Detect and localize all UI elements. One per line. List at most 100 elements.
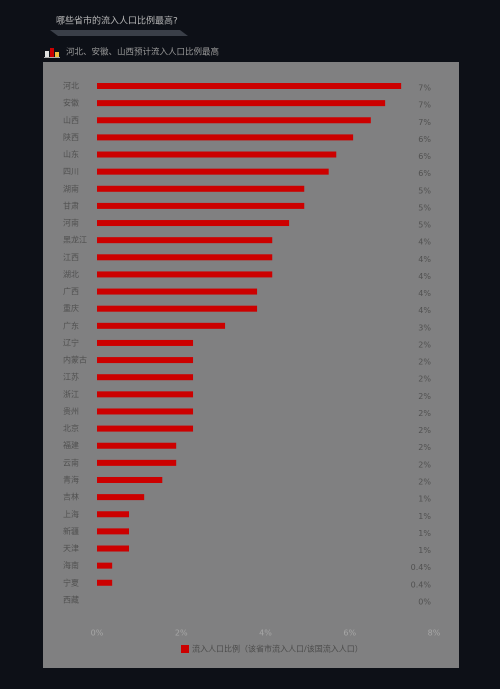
value-label: 1% xyxy=(418,529,431,538)
bar xyxy=(97,185,305,192)
value-label: 2% xyxy=(418,409,431,418)
x-tick-label: 0% xyxy=(91,629,104,638)
y-tick-label: 四川 xyxy=(63,167,79,176)
bar xyxy=(97,339,194,346)
bar xyxy=(97,357,194,364)
y-tick-label: 湖北 xyxy=(63,270,79,279)
bar xyxy=(97,254,273,261)
value-label: 2% xyxy=(418,375,431,384)
x-tick-label: 8% xyxy=(428,629,441,638)
y-tick-label: 西藏 xyxy=(63,594,79,604)
bar xyxy=(97,322,226,329)
bar xyxy=(97,83,402,89)
bar xyxy=(97,100,386,107)
value-label: 7% xyxy=(418,84,431,93)
value-label: 7% xyxy=(418,101,431,110)
y-tick-label: 山西 xyxy=(63,115,79,125)
y-tick-label: 海南 xyxy=(63,560,79,570)
y-tick-label: 青海 xyxy=(63,474,79,484)
bar xyxy=(97,151,337,158)
y-tick-label: 重庆 xyxy=(63,303,79,313)
value-label: 2% xyxy=(418,426,431,435)
bar xyxy=(97,494,145,501)
bar xyxy=(97,374,194,381)
value-label: 4% xyxy=(418,306,431,315)
y-tick-label: 新疆 xyxy=(63,526,79,536)
y-tick-label: 安徽 xyxy=(63,98,79,108)
value-label: 2% xyxy=(418,477,431,486)
value-label: 5% xyxy=(418,186,431,195)
bar xyxy=(97,305,258,312)
value-label: 0% xyxy=(418,597,431,606)
y-tick-label: 广东 xyxy=(63,320,79,330)
value-label: 5% xyxy=(418,221,431,230)
value-label: 7% xyxy=(418,118,431,127)
legend-swatch xyxy=(181,645,189,653)
title-decoration xyxy=(50,30,188,36)
y-tick-label: 贵州 xyxy=(63,406,79,416)
value-label: 6% xyxy=(418,169,431,178)
value-label: 2% xyxy=(418,358,431,367)
value-label: 1% xyxy=(418,546,431,555)
value-label: 0.4% xyxy=(411,563,432,572)
y-tick-label: 云南 xyxy=(63,457,79,467)
bar xyxy=(97,425,194,432)
plot-panel xyxy=(43,62,459,668)
y-tick-label: 宁夏 xyxy=(63,577,79,587)
value-label: 3% xyxy=(418,323,431,332)
value-label: 4% xyxy=(418,238,431,247)
y-tick-label: 内蒙古 xyxy=(63,355,87,365)
y-tick-label: 河南 xyxy=(63,218,79,228)
bar xyxy=(97,442,177,449)
bar xyxy=(97,579,113,586)
value-label: 1% xyxy=(418,512,431,521)
bar xyxy=(97,408,194,415)
subtitle-icon xyxy=(44,48,60,58)
bar xyxy=(97,202,305,209)
chart-subtitle: 河北、安徽、山西预计流入人口比例最高 xyxy=(66,47,219,58)
x-tick-label: 2% xyxy=(175,629,188,638)
bar xyxy=(97,545,130,552)
legend-label: 流入人口比例（该省市流入人口/该国流入人口） xyxy=(192,644,363,654)
x-tick-label: 4% xyxy=(259,629,272,638)
y-tick-label: 江西 xyxy=(63,253,79,262)
y-tick-label: 黑龙江 xyxy=(63,235,87,245)
y-tick-label: 甘肃 xyxy=(63,200,79,210)
bar xyxy=(97,271,273,278)
y-tick-label: 江苏 xyxy=(63,372,79,382)
value-label: 1% xyxy=(418,495,431,504)
bar xyxy=(97,476,163,483)
chart-title: 哪些省市的流入人口比例最高? xyxy=(56,15,178,27)
bar xyxy=(97,220,290,227)
bar xyxy=(97,528,130,535)
value-label: 2% xyxy=(418,460,431,469)
y-tick-label: 福建 xyxy=(63,440,79,450)
value-label: 2% xyxy=(418,443,431,452)
bar xyxy=(97,459,177,466)
bar xyxy=(97,562,113,569)
y-tick-label: 广西 xyxy=(63,286,79,296)
y-tick-label: 吉林 xyxy=(63,492,79,502)
bar xyxy=(97,237,273,244)
value-label: 6% xyxy=(418,135,431,144)
x-tick-label: 6% xyxy=(343,629,356,638)
y-tick-label: 北京 xyxy=(63,423,79,433)
y-tick-label: 山东 xyxy=(63,149,79,159)
value-label: 0.4% xyxy=(411,580,432,589)
value-label: 5% xyxy=(418,203,431,212)
value-label: 6% xyxy=(418,152,431,161)
bar xyxy=(97,391,194,398)
y-tick-label: 天津 xyxy=(63,543,79,553)
y-tick-label: 上海 xyxy=(63,509,79,519)
y-tick-label: 河北 xyxy=(63,81,79,91)
bar xyxy=(97,168,329,175)
y-tick-label: 陕西 xyxy=(63,132,79,142)
y-tick-label: 辽宁 xyxy=(63,337,79,347)
y-tick-label: 湖南 xyxy=(63,183,79,193)
y-tick-label: 浙江 xyxy=(63,389,79,399)
value-label: 4% xyxy=(418,255,431,264)
value-label: 4% xyxy=(418,289,431,298)
value-label: 2% xyxy=(418,392,431,401)
bar xyxy=(97,117,371,124)
